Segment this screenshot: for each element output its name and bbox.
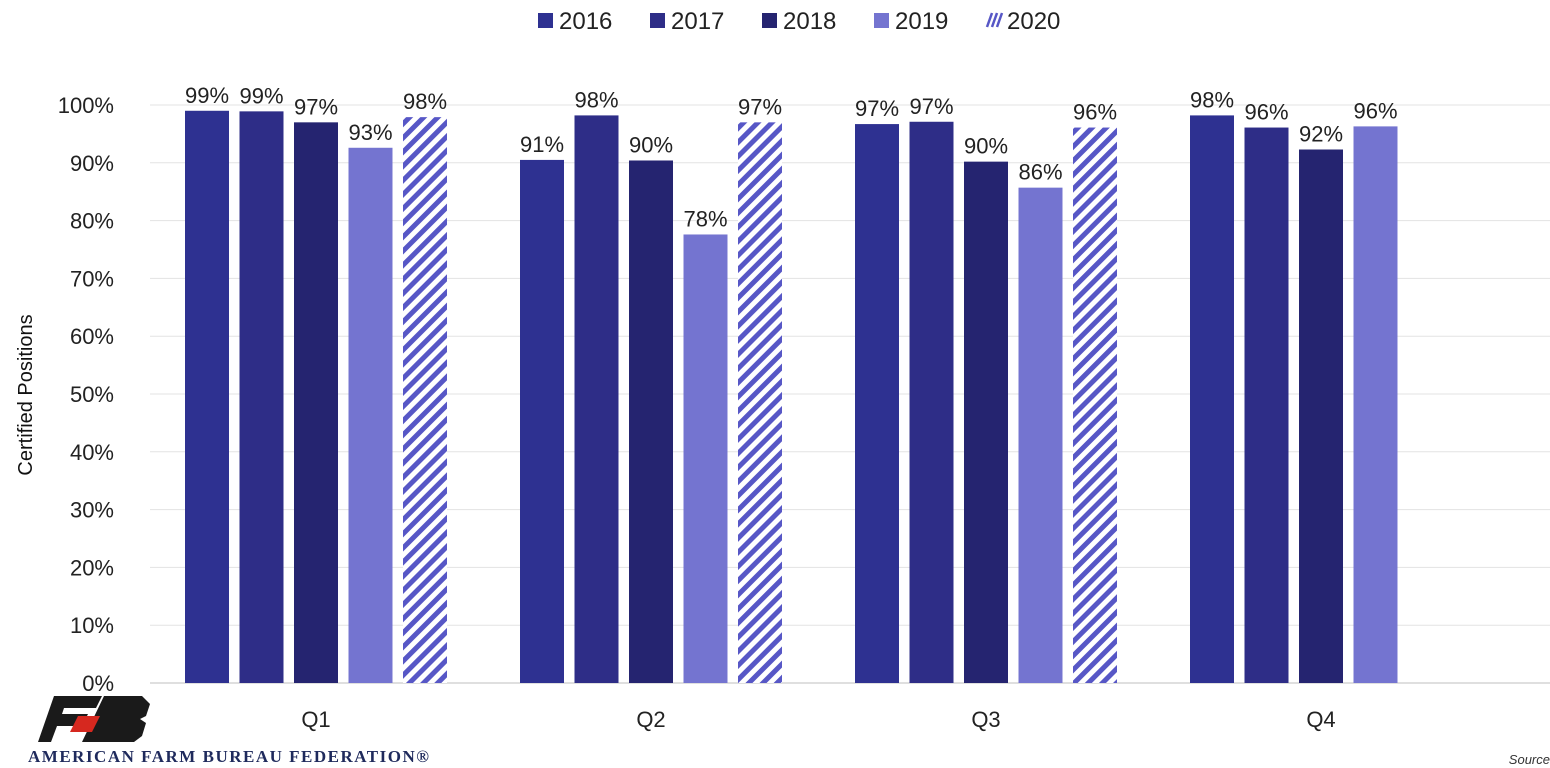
bar-2017-Q1 <box>239 111 284 683</box>
data-label: 90% <box>629 132 673 157</box>
y-tick-label: 20% <box>70 555 114 580</box>
bar-2016-Q1 <box>185 110 229 683</box>
legend-swatch-2018 <box>762 13 777 28</box>
bar-2016-Q3 <box>855 124 899 684</box>
legend-label: 2017 <box>671 8 724 35</box>
data-label: 93% <box>348 120 392 145</box>
data-label: 86% <box>1018 160 1062 185</box>
bar-2019-Q3 <box>1018 187 1063 684</box>
bar-2018-Q3 <box>964 161 1008 684</box>
data-label: 98% <box>403 89 447 114</box>
data-label: 96% <box>1244 100 1288 125</box>
legend-swatch-2019 <box>874 13 889 28</box>
afbf-logo: AMERICAN FARM BUREAU FEDERATION® <box>28 696 588 768</box>
bar-2017-Q3 <box>909 121 954 683</box>
legend: 2016 2017 2018 2019 2020 <box>538 8 1060 35</box>
y-tick-label: 10% <box>70 613 114 638</box>
y-tick-label: 50% <box>70 382 114 407</box>
legend-swatch-2016 <box>538 13 553 28</box>
logo-text: AMERICAN FARM BUREAU FEDERATION® <box>28 747 431 766</box>
x-category-label: Q2 <box>636 707 665 732</box>
source-note: Source <box>1508 752 1550 767</box>
y-tick-label: 70% <box>70 266 114 291</box>
data-label: 98% <box>574 87 618 112</box>
y-tick-label: 100% <box>58 93 114 118</box>
fb-logo-icon <box>38 696 150 742</box>
bar-2019-Q2 <box>683 234 728 684</box>
data-label: 91% <box>520 132 564 157</box>
data-label: 97% <box>855 96 899 121</box>
y-axis-title: Certified Positions <box>15 314 37 475</box>
legend-swatch-2020 <box>985 12 1004 28</box>
data-label: 96% <box>1073 100 1117 125</box>
y-tick-label: 0% <box>82 671 114 696</box>
y-tick-label: 60% <box>70 324 114 349</box>
data-labels: 99% 99% 97% 93% 98% 91% 98% 90% 78% 97% 97% 97% 90% 8… <box>185 83 1398 232</box>
bar-2016-Q4 <box>1190 115 1234 684</box>
bar-2019-Q1 <box>348 147 393 684</box>
bar-2018-Q2 <box>629 160 673 683</box>
legend-label: 2018 <box>783 8 836 35</box>
y-tick-label: 80% <box>70 209 114 234</box>
y-tick-label: 90% <box>70 151 114 176</box>
bar-2020-Q3 <box>1073 127 1117 684</box>
x-category-label: Q4 <box>1306 707 1335 732</box>
bar-2018-Q4 <box>1299 149 1343 684</box>
y-axis: 0% 10% 20% 30% 40% 50% 60% 70% 80% 90% 100% Q1 Q2 Q3 Q… <box>58 93 1336 732</box>
bar-2016-Q2 <box>520 159 564 683</box>
bar-2019-Q4 <box>1353 126 1398 684</box>
bar-2018-Q1 <box>294 122 338 684</box>
data-label: 97% <box>294 94 338 119</box>
legend-swatch-2017 <box>650 13 665 28</box>
x-category-label: Q3 <box>971 707 1000 732</box>
bar-2020-Q2 <box>738 122 782 684</box>
data-label: 97% <box>738 94 782 119</box>
y-tick-label: 40% <box>70 440 114 465</box>
x-category-label: Q1 <box>301 707 330 732</box>
bar-2017-Q4 <box>1244 127 1289 684</box>
data-label: 99% <box>185 83 229 108</box>
bar-2017-Q2 <box>574 115 619 684</box>
data-label: 98% <box>1190 87 1234 112</box>
bar-2020-Q1 <box>403 117 447 683</box>
legend-label: 2020 <box>1007 8 1060 35</box>
y-tick-label: 30% <box>70 498 114 523</box>
bars <box>185 110 1398 684</box>
data-label: 92% <box>1299 122 1343 147</box>
legend-label: 2016 <box>559 8 612 35</box>
data-label: 90% <box>964 134 1008 159</box>
data-label: 99% <box>239 83 283 108</box>
data-label: 78% <box>683 206 727 231</box>
data-label: 97% <box>909 94 953 119</box>
data-label: 96% <box>1353 98 1397 123</box>
legend-label: 2019 <box>895 8 948 35</box>
